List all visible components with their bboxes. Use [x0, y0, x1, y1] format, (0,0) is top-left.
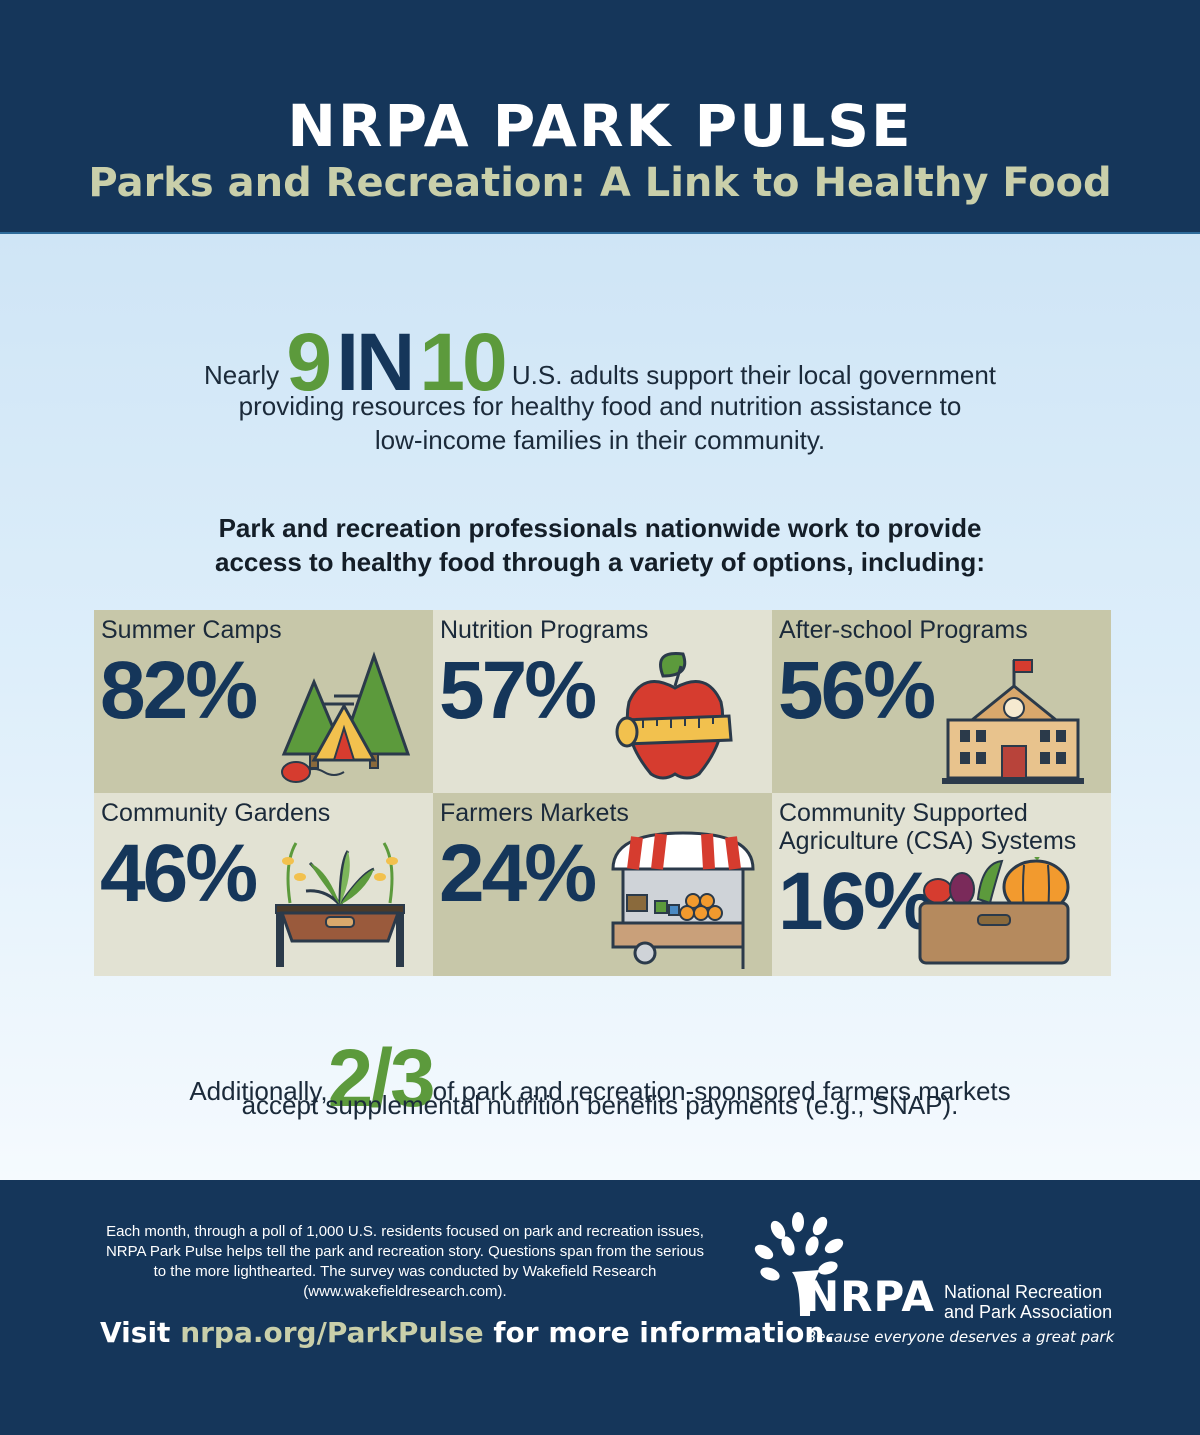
tile-community-gardens: Community Gardens 46% [94, 793, 433, 976]
tile-farmers-markets: Farmers Markets 24% [433, 793, 772, 976]
visit-suffix: for more information. [493, 1316, 835, 1349]
tile-after-school-programs: After-school Programs 56% [772, 610, 1111, 793]
tile-label-line-1: Community Supported [779, 799, 1028, 827]
additional-stat-line-1: Additionally,2/3of park and recreation-s… [0, 1032, 1200, 1126]
intro-text: Park and recreation professionals nation… [0, 511, 1200, 579]
logo-line-2: and Park Association [944, 1302, 1113, 1322]
tile-label: Community Gardens [101, 799, 331, 827]
footer: Each month, through a poll of 1,000 U.S.… [0, 1180, 1200, 1435]
footer-line-3: to the more lighthearted. The survey was… [153, 1263, 657, 1280]
logo-tagline: Because everyone deserves a great park [806, 1328, 1115, 1346]
tile-label: Community Supported Agriculture (CSA) Sy… [779, 799, 1109, 855]
headline-num1: 9 [286, 317, 332, 408]
tile-csa-systems: Community Supported Agriculture (CSA) Sy… [772, 793, 1111, 976]
tile-percent: 56% [778, 645, 936, 736]
visit-prefix: Visit [100, 1316, 171, 1349]
tile-nutrition-programs: Nutrition Programs 57% [433, 610, 772, 793]
tile-percent: 24% [439, 828, 597, 919]
footer-description: Each month, through a poll of 1,000 U.S.… [80, 1222, 730, 1302]
footer-source-link[interactable]: (www.wakefieldresearch.com). [303, 1283, 507, 1300]
tile-label: Farmers Markets [440, 799, 629, 827]
intro-line-2: access to healthy food through a variety… [215, 547, 985, 577]
headline-num2: 10 [419, 317, 507, 408]
additional-fraction: 2/3 [327, 1033, 436, 1124]
market-cart-icon [611, 831, 755, 969]
park-pulse-link[interactable]: nrpa.org/ParkPulse [180, 1316, 484, 1349]
nrpa-logo: NRPA National Recreation and Park Associ… [748, 1212, 1128, 1352]
headline-in: IN [336, 317, 415, 408]
options-grid: Summer Camps 82% Nutrition Programs 57% [94, 610, 1111, 976]
logo-full-name: National Recreation and Park Association [944, 1282, 1112, 1322]
footer-line-1: Each month, through a poll of 1,000 U.S.… [106, 1223, 704, 1240]
additional-prefix: Additionally, [189, 1076, 328, 1106]
additional-stat-line-2: accept supplemental nutrition benefits p… [241, 1090, 959, 1120]
tile-summer-camps: Summer Camps 82% [94, 610, 433, 793]
school-icon [942, 659, 1084, 784]
headline-stat-line-2: providing resources for healthy food and… [238, 391, 962, 421]
planter-icon [275, 842, 405, 967]
tile-percent: 16% [778, 856, 936, 947]
footer-line-2: NRPA Park Pulse helps tell the park and … [105, 1243, 705, 1260]
tile-label: Nutrition Programs [440, 616, 649, 644]
tile-label: After-school Programs [779, 616, 1028, 644]
intro-line-1: Park and recreation professionals nation… [218, 513, 982, 543]
tile-label-line-2: Agriculture (CSA) Systems [779, 827, 1077, 855]
apple-tape-icon [615, 651, 733, 780]
tile-label: Summer Camps [101, 616, 282, 644]
main-content: Nearly 9 IN 10 U.S. adults support their… [0, 234, 1200, 1180]
page-title: NRPA PARK PULSE [287, 92, 913, 160]
headline-prefix: Nearly [203, 360, 280, 390]
vegetable-crate-icon [918, 857, 1070, 965]
tile-percent: 57% [439, 645, 597, 736]
tree-logo-icon [754, 1212, 844, 1316]
additional-rest: of park and recreation-sponsored farmers… [432, 1076, 1011, 1106]
tile-percent: 46% [100, 828, 258, 919]
logo-line-1: National Recreation [944, 1282, 1103, 1302]
tile-percent: 82% [100, 645, 258, 736]
headline-stat-line-1: Nearly 9 IN 10 U.S. adults support their… [0, 316, 1200, 410]
headline-stat-line-3: low-income families in their community. [374, 425, 826, 455]
page-subtitle: Parks and Recreation: A Link to Healthy … [88, 160, 1112, 206]
header-banner: NRPA PARK PULSE Parks and Recreation: A … [0, 0, 1200, 234]
camp-tent-icon [281, 651, 411, 783]
visit-line: Visit nrpa.org/ParkPulse for more inform… [100, 1316, 835, 1349]
headline-rest: U.S. adults support their local governme… [511, 360, 997, 390]
logo-name: NRPA [804, 1272, 935, 1321]
